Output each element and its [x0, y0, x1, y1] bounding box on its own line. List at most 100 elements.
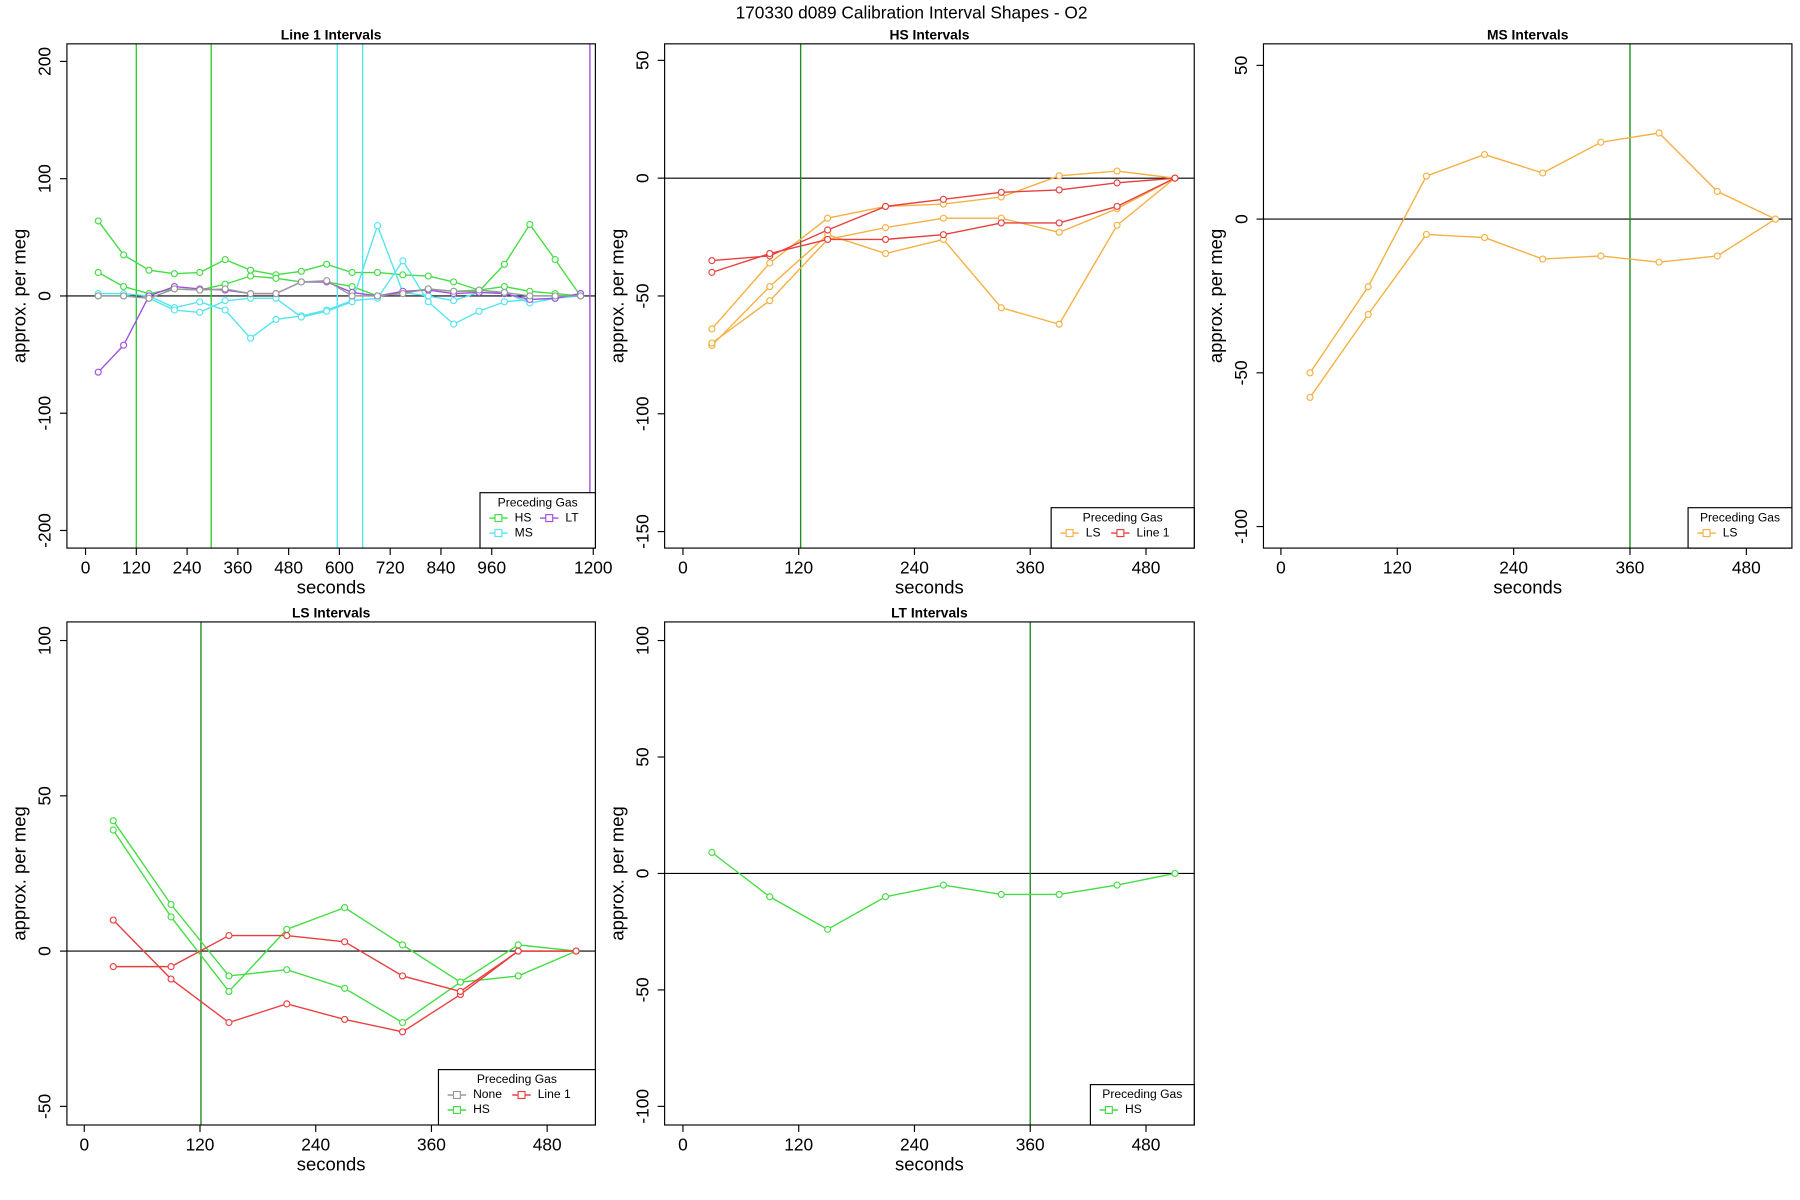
data-point: [246, 334, 255, 342]
data-point: [109, 963, 117, 971]
legend-title: Preceding Gas: [1083, 510, 1163, 524]
y-tick-label: -50: [632, 977, 652, 1002]
legend-title: Preceding Gas: [1102, 1087, 1182, 1101]
y-tick-label: -50: [35, 1094, 55, 1119]
data-point: [341, 904, 349, 912]
x-tick-label: 240: [1499, 557, 1528, 577]
data-point: [997, 188, 1005, 196]
x-tick-label: 360: [417, 1134, 446, 1154]
data-point: [766, 249, 774, 258]
x-tick-label: 360: [1016, 1134, 1045, 1154]
data-point: [1306, 369, 1314, 377]
x-axis-label: seconds: [895, 576, 964, 597]
data-point: [1655, 258, 1663, 266]
data-point: [283, 925, 291, 933]
data-point: [225, 1018, 233, 1027]
data-point: [997, 219, 1005, 227]
panel: HS Intervals 0 120 240 360 480 -150 -100 -50 0 50 s…: [606, 26, 1195, 597]
y-axis-label: approx. per meg: [606, 229, 627, 363]
panel: LS Intervals 0 120 240 360 480 -50 0 50 100 second…: [9, 605, 596, 1174]
data-point: [1055, 219, 1063, 227]
y-tick-label: -150: [632, 514, 652, 549]
data-point: [196, 298, 204, 306]
legend-label: Line 1: [1137, 525, 1170, 539]
data-point: [373, 268, 382, 277]
legend-box: [1089, 1084, 1195, 1126]
y-tick-label: 50: [1231, 56, 1251, 75]
y-tick-label: -100: [1231, 509, 1251, 544]
data-point: [551, 292, 559, 300]
legend-box: [1687, 507, 1793, 549]
data-point: [323, 277, 331, 285]
data-point: [341, 984, 349, 992]
data-point: [1364, 310, 1372, 318]
data-point: [398, 941, 407, 949]
x-tick-label: 120: [186, 1134, 215, 1154]
data-point: [170, 285, 178, 293]
data-point: [1055, 320, 1063, 328]
legend-symbol: [494, 529, 503, 538]
data-point: [246, 272, 255, 280]
data-point: [824, 925, 832, 933]
y-tick-label: 100: [35, 626, 55, 655]
data-point: [939, 214, 947, 222]
data-point: [109, 916, 117, 924]
data-point: [283, 966, 291, 974]
data-point: [1113, 167, 1121, 175]
data-point: [450, 287, 458, 295]
data-point: [1713, 187, 1721, 196]
x-tick-label: 0: [678, 557, 688, 577]
data-point: [475, 307, 483, 315]
data-point: [94, 217, 102, 225]
data-point: [708, 268, 716, 276]
data-point: [221, 285, 229, 293]
plot-area: [66, 621, 596, 1125]
data-point: [456, 978, 464, 986]
data-point: [708, 339, 716, 347]
legend-symbol: [517, 1090, 526, 1100]
legend-symbol: [1065, 529, 1074, 538]
x-tick-label: 360: [1016, 557, 1045, 577]
legend-label: LS: [1723, 525, 1738, 539]
data-point: [94, 268, 102, 277]
data-point: [1171, 869, 1179, 878]
y-tick-label: 50: [632, 51, 652, 70]
plot-frame: [66, 43, 596, 549]
y-tick-label: 0: [1231, 214, 1251, 224]
data-point: [120, 292, 128, 300]
legend-title: Preceding Gas: [498, 495, 578, 509]
data-point: [399, 271, 407, 279]
legend-symbol: [1104, 1105, 1113, 1115]
data-point: [109, 817, 117, 825]
plot-area: [664, 43, 1195, 549]
x-tick-label: 120: [1383, 557, 1412, 577]
y-tick-label: 100: [35, 164, 55, 193]
y-tick-label: 50: [632, 747, 652, 766]
x-tick-label: 960: [477, 557, 506, 577]
data-point: [881, 893, 890, 901]
y-tick-label: -100: [632, 1089, 652, 1124]
figure-title: 170330 d089 Calibration Interval Shapes …: [736, 2, 1088, 22]
panel: MS Intervals0120240360480-100-50050100se…: [1205, 26, 1793, 597]
y-axis-label: approx. per meg: [606, 806, 627, 940]
data-point: [341, 938, 349, 946]
data-point: [500, 260, 508, 268]
data-point: [297, 313, 305, 321]
data-point: [475, 286, 483, 294]
x-tick-label: 240: [900, 557, 929, 577]
legend-title: Preceding Gas: [1700, 510, 1780, 524]
data-point: [167, 913, 175, 921]
legend-label: MS: [515, 525, 533, 539]
data-point: [145, 294, 153, 302]
y-tick-label: -50: [1231, 360, 1251, 385]
data-point: [456, 987, 464, 996]
data-point: [1113, 221, 1121, 229]
data-point: [398, 1028, 407, 1036]
x-axis-label: seconds: [297, 576, 366, 597]
data-point: [424, 272, 432, 280]
data-point: [500, 298, 508, 306]
x-tick-label: 360: [223, 557, 252, 577]
y-tick-label: 0: [632, 173, 652, 183]
x-tick-label: 0: [81, 557, 91, 577]
